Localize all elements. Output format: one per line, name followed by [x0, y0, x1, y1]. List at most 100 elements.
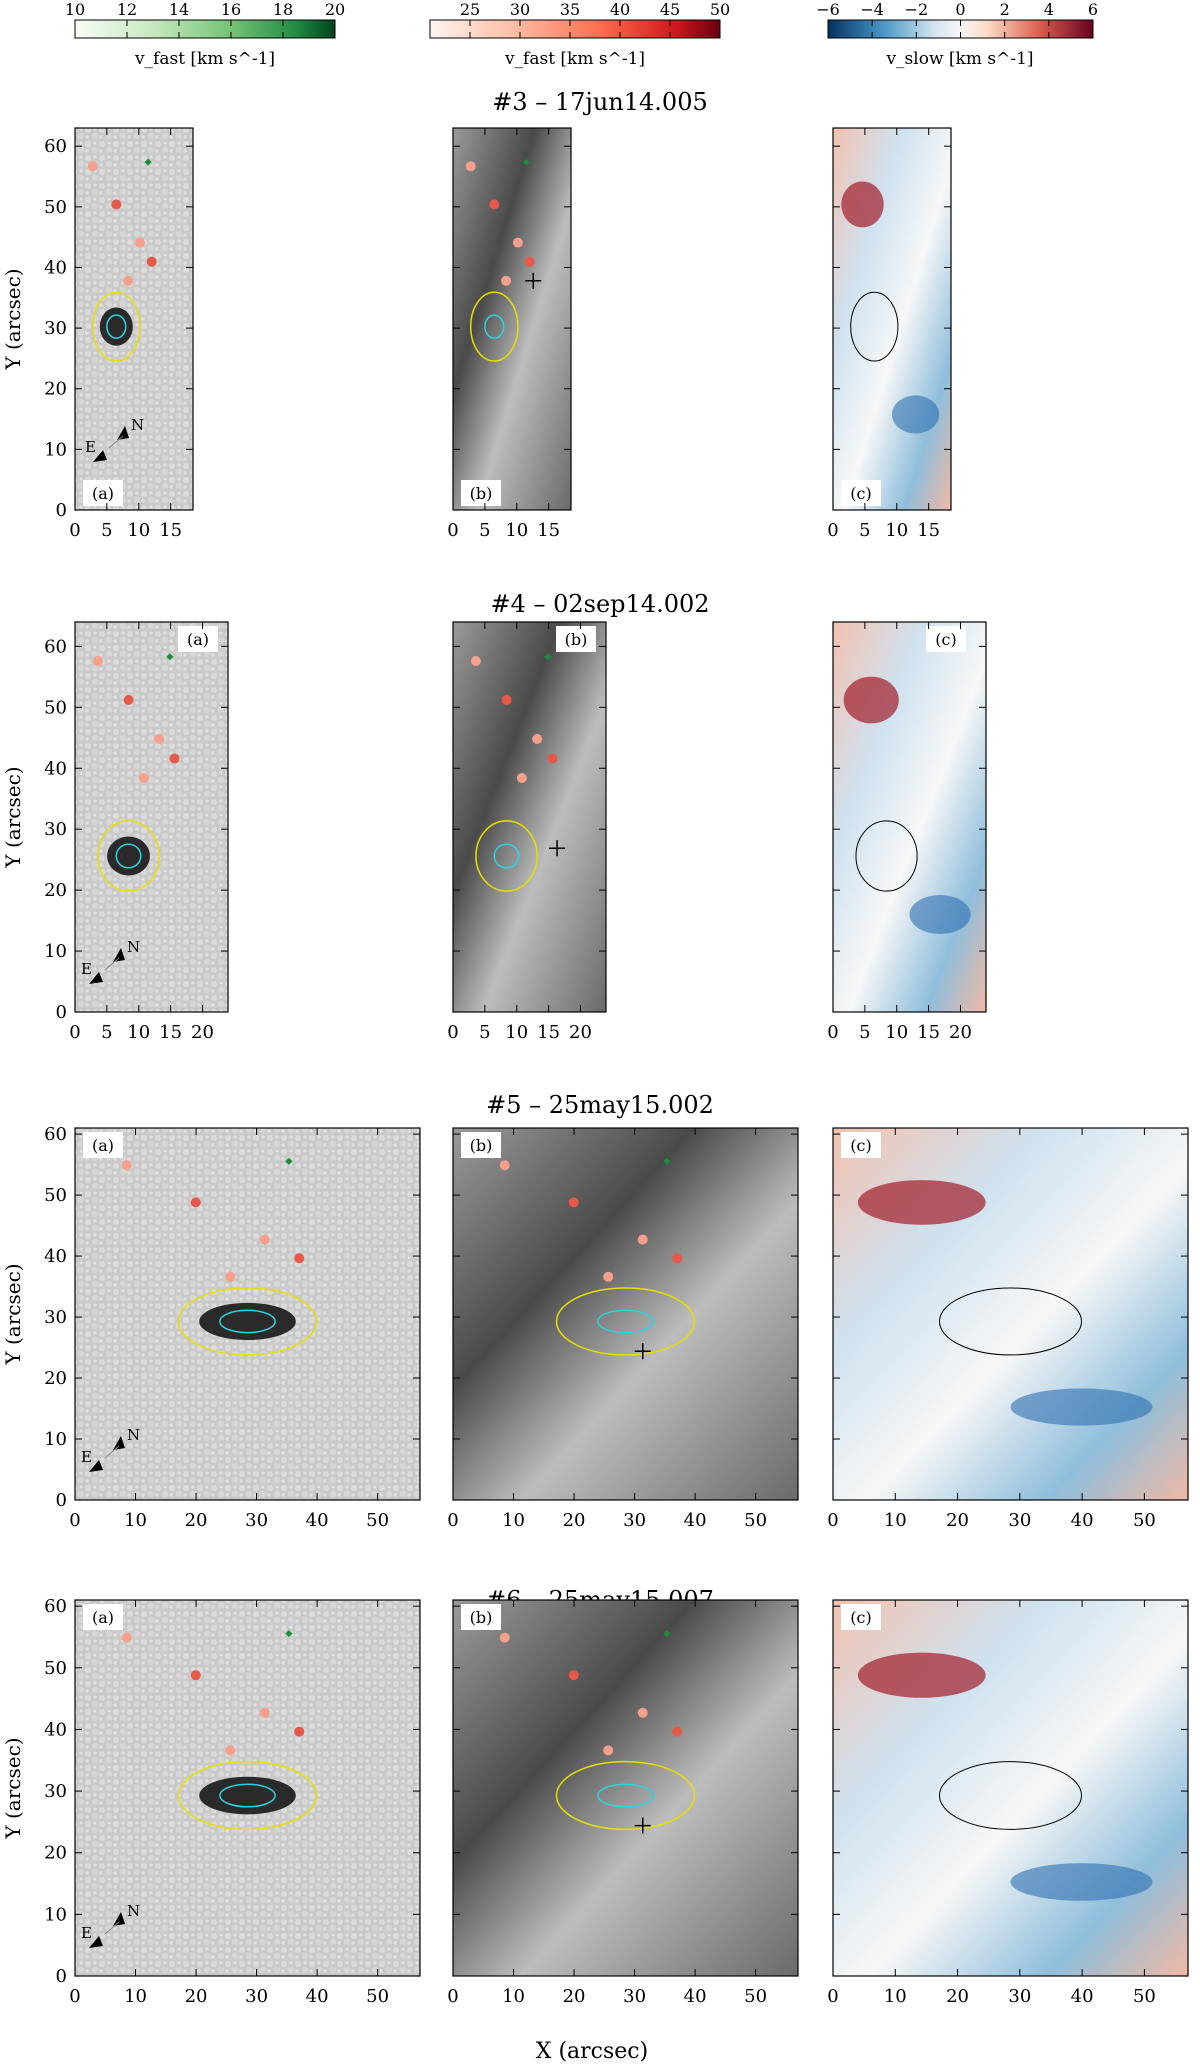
colorbar-tick-label: 0 — [955, 0, 965, 19]
fast-flow-marker — [225, 1745, 236, 1756]
x-tick-label: 30 — [1008, 1986, 1031, 2007]
y-axis-label: Y (arcsec) — [1, 1263, 25, 1365]
x-tick-label: 10 — [884, 1510, 907, 1531]
colorbar-tick-label: 50 — [710, 0, 730, 19]
fast-flow-marker — [516, 773, 527, 783]
green-flow-marker — [144, 158, 152, 166]
compass-north-label: N — [127, 938, 140, 956]
fast-flow-marker — [294, 1726, 305, 1737]
umbra-contour — [597, 1783, 654, 1808]
x-tick-label: 15 — [159, 520, 182, 541]
sunspot — [199, 1302, 296, 1341]
fast-flow-marker — [87, 161, 98, 172]
y-tick-label: 10 — [44, 1904, 67, 1925]
fast-flow-marker — [123, 275, 134, 286]
y-tick-label: 60 — [44, 1124, 67, 1145]
panel-frame — [74, 1127, 421, 1501]
fast-flow-marker — [154, 734, 165, 744]
fast-flow-marker — [111, 199, 122, 210]
y-tick-label: 30 — [44, 1781, 67, 1802]
y-axis-label: Y (arcsec) — [1, 268, 25, 370]
panel-label: (a) — [92, 484, 114, 503]
x-tick-label: 10 — [885, 520, 908, 541]
x-tick-label: 20 — [191, 1022, 214, 1043]
x-tick-label: 30 — [245, 1986, 268, 2007]
fast-flow-marker — [512, 237, 523, 248]
fast-flow-marker — [532, 734, 543, 744]
fast-flow-marker — [123, 695, 134, 705]
y-tick-label: 20 — [44, 880, 67, 901]
y-tick-label: 10 — [44, 439, 67, 460]
colorbar-tick-label: 25 — [460, 0, 480, 19]
fast-flow-marker — [259, 1707, 270, 1718]
panel-b: (b) 0 5 10 15 — [447, 127, 572, 541]
panel-frame — [74, 127, 194, 511]
x-tick-label: 40 — [684, 1986, 707, 2007]
x-tick-label: 30 — [1008, 1510, 1031, 1531]
penumbra-contour — [555, 1287, 696, 1356]
fast-flow-marker — [524, 256, 535, 267]
x-tick-label: 0 — [447, 520, 458, 541]
compass-icon: EN — [85, 416, 144, 462]
colorbar-tick-label: 30 — [510, 0, 530, 19]
x-tick-label: 10 — [124, 1510, 147, 1531]
x-tick-label: 0 — [827, 1022, 838, 1043]
panel-image — [75, 128, 193, 510]
panel-image — [453, 128, 571, 510]
colorbar-tick-label: 35 — [560, 0, 580, 19]
colorbar-tick-label: −4 — [860, 0, 884, 19]
umbra-contour — [219, 1309, 276, 1334]
panel-frame — [74, 1599, 421, 1977]
colorbar-diverging-label: v_slow [km s^-1] — [885, 49, 1033, 69]
x-tick-label: 40 — [1071, 1986, 1094, 2007]
row-6: #6 – 25may15.007Y (arcsec)(a)01020304050… — [1, 1586, 1189, 2007]
panel-c: (c) 0 5 10 15 — [827, 127, 952, 541]
x-tick-label: 40 — [306, 1986, 329, 2007]
y-tick-label: 20 — [44, 379, 67, 400]
fast-flow-marker — [121, 1632, 132, 1643]
x-tick-label: 0 — [69, 1510, 80, 1531]
fast-flow-marker — [501, 275, 512, 286]
x-tick-label: 0 — [827, 1510, 838, 1531]
panel-frame — [832, 127, 952, 511]
x-tick-label: 50 — [744, 1510, 767, 1531]
panel-frame — [452, 1599, 799, 1977]
y-tick-label: 10 — [44, 1429, 67, 1450]
y-tick-label: 10 — [44, 941, 67, 962]
x-tick-label: 5 — [101, 1022, 112, 1043]
penumbra-contour — [555, 1760, 696, 1831]
panel-c: (c) 0 5 10 15 20 — [827, 621, 987, 1043]
colorbar-tick-label: −6 — [816, 0, 840, 19]
x-tick-label: 40 — [1071, 1510, 1094, 1531]
fast-flow-marker — [637, 1707, 648, 1718]
penumbra-contour — [97, 820, 160, 892]
umbra-contour — [106, 314, 127, 339]
fast-flow-marker — [169, 753, 180, 764]
panel-label: (a) — [187, 630, 209, 649]
fast-flow-marker — [547, 753, 558, 764]
green-flow-marker — [663, 1157, 671, 1165]
fast-flow-marker — [138, 773, 149, 783]
colorbar-green-label: v_fast [km s^-1] — [134, 49, 275, 69]
x-tick-label: 0 — [69, 520, 80, 541]
fast-flow-marker — [134, 237, 145, 248]
panel-frame — [832, 621, 987, 1013]
fast-flow-marker — [672, 1726, 683, 1737]
x-tick-label: 15 — [537, 520, 560, 541]
fast-flow-marker — [92, 656, 103, 666]
row-5: #5 – 25may15.002 Y (arcsec) (a) 0 10 20 30 40 50… — [1, 1091, 1189, 1531]
sunspot — [99, 307, 133, 346]
compass-east-label: E — [85, 438, 96, 456]
panel-frame — [832, 1127, 1189, 1501]
x-tick-label: 30 — [245, 1510, 268, 1531]
panel-c: (c) 0 10 20 30 40 50 — [827, 1599, 1189, 2007]
y-tick-label: 30 — [44, 819, 67, 840]
colorbar-tick-label: 16 — [221, 0, 241, 19]
panel-image — [833, 622, 986, 1012]
fast-flow-marker — [146, 256, 157, 267]
panel-label: (b) — [565, 630, 588, 649]
x-tick-label: 15 — [537, 1022, 560, 1043]
